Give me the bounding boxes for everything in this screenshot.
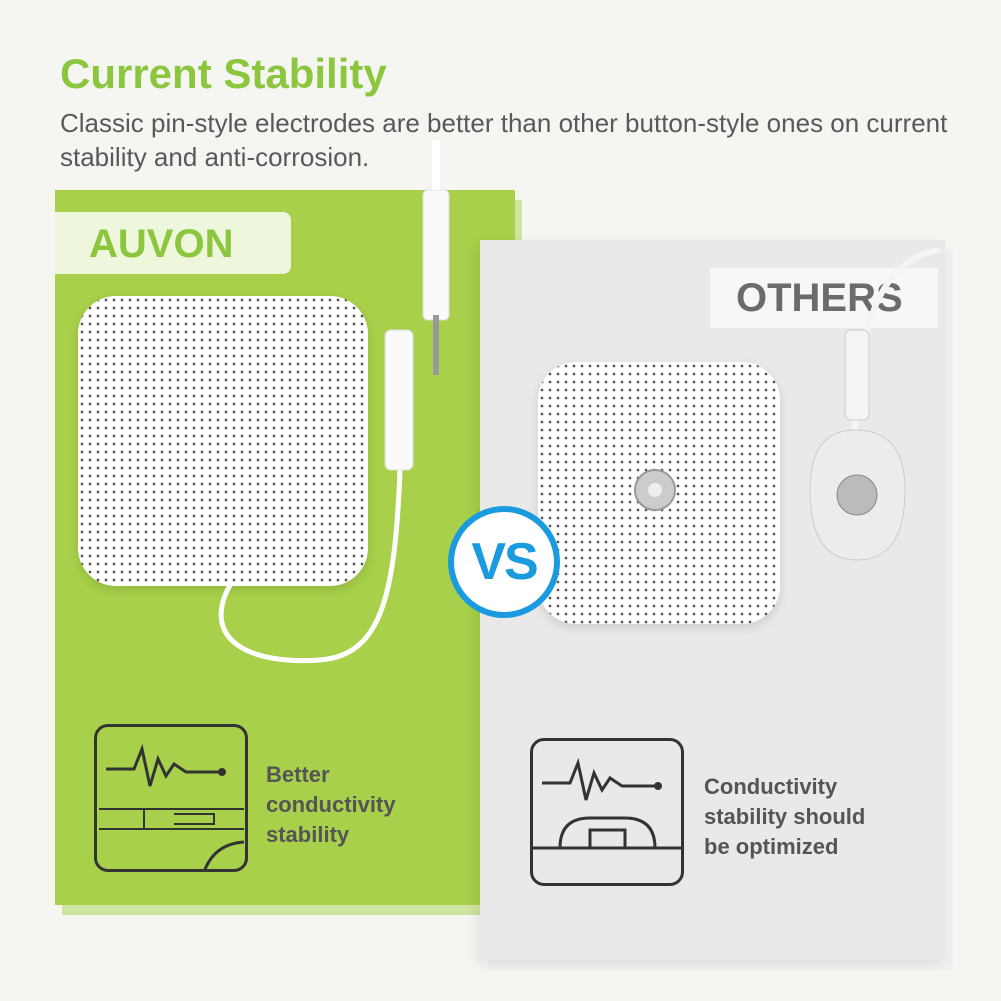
others-feature-text: Conductivity stability should be optimiz… <box>704 772 865 862</box>
feature-line: Conductivity <box>704 774 838 799</box>
auvon-electrode-pad <box>78 296 368 586</box>
auvon-feature-text: Better conductivity stability <box>266 760 396 850</box>
snap-button-pulse-icon <box>530 738 684 886</box>
feature-line: stability <box>266 822 350 847</box>
others-label: OTHERS <box>710 268 938 328</box>
page-title: Current Stability <box>60 50 387 97</box>
page-subtitle: Classic pin-style electrodes are better … <box>60 108 948 172</box>
feature-line: Better <box>266 762 330 787</box>
vs-badge: VS <box>448 506 560 618</box>
pin-connector-pulse-icon <box>94 724 248 872</box>
auvon-label: AUVON <box>55 212 291 274</box>
feature-line: be optimized <box>704 834 839 859</box>
feature-line: conductivity <box>266 792 396 817</box>
feature-line: stability should <box>704 804 866 829</box>
